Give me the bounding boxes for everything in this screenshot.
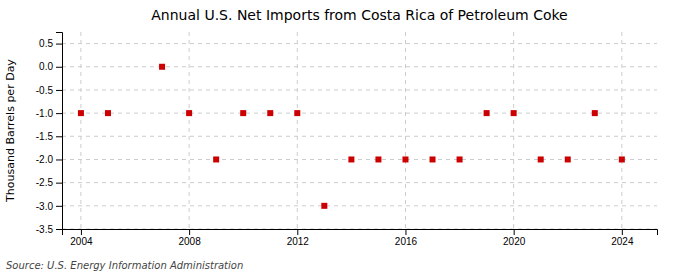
x-tick-mark bbox=[622, 229, 623, 235]
point bbox=[321, 203, 327, 209]
x-axis: 2004 2008 2012 2016 2020 2024 bbox=[63, 229, 658, 247]
point bbox=[565, 156, 571, 162]
y-axis-title: Thousand Barrels per Day bbox=[4, 59, 17, 203]
y-tick-label: 0.5 bbox=[39, 38, 53, 49]
y-tick: 0.0 bbox=[39, 61, 62, 72]
point bbox=[159, 64, 165, 70]
y-tick-label: -0.5 bbox=[36, 85, 54, 96]
y-tick-mark bbox=[56, 67, 62, 68]
grid-line-y bbox=[62, 113, 657, 114]
y-tick: -2.0 bbox=[36, 154, 62, 165]
grid-line-y bbox=[62, 229, 657, 230]
grid-line-y bbox=[62, 89, 657, 90]
grid-line-x bbox=[513, 32, 514, 229]
grid-line-y bbox=[62, 136, 657, 137]
chart-svg: 2004 2008 2012 2016 2020 2024 0.5 0.0 -0.5 -1.0 -1… bbox=[0, 0, 675, 275]
point bbox=[78, 110, 84, 116]
point bbox=[375, 156, 381, 162]
plot-area: 2004 2008 2012 2016 2020 2024 0.5 0.0 -0.5 -1.0 -1… bbox=[36, 32, 658, 247]
x-axis-line bbox=[63, 230, 658, 236]
marks bbox=[78, 64, 625, 209]
y-tick-label: -3.0 bbox=[36, 201, 54, 212]
x-tick-mark bbox=[189, 229, 190, 235]
x-tick: 2016 bbox=[395, 229, 418, 247]
y-tick-label: 0.0 bbox=[39, 61, 53, 72]
y-axis: 0.5 0.0 -0.5 -1.0 -1.5 -2.0 -2.5 -3.0 -3.5 bbox=[36, 33, 63, 235]
x-tick-label: 2004 bbox=[70, 236, 93, 247]
y-tick-label: -1.5 bbox=[36, 131, 54, 142]
grid-line-x bbox=[189, 32, 190, 229]
x-tick-mark bbox=[514, 229, 515, 235]
point bbox=[240, 110, 246, 116]
grid-line-y bbox=[62, 182, 657, 183]
x-tick: 2012 bbox=[287, 229, 310, 247]
grid-line-y bbox=[62, 66, 657, 67]
y-tick-mark bbox=[56, 136, 62, 137]
point bbox=[267, 110, 273, 116]
y-tick-mark bbox=[56, 183, 62, 184]
point bbox=[402, 156, 408, 162]
point bbox=[484, 110, 490, 116]
point bbox=[430, 156, 436, 162]
title: Annual U.S. Net Imports from Costa Rica … bbox=[151, 7, 567, 23]
source: Source: U.S. Energy Information Administ… bbox=[6, 260, 243, 271]
point bbox=[186, 110, 192, 116]
grid-line-x bbox=[405, 32, 406, 229]
x-tick-mark bbox=[405, 229, 406, 235]
point bbox=[348, 156, 354, 162]
y-tick-mark bbox=[56, 159, 62, 160]
point bbox=[457, 156, 463, 162]
y-tick: -3.0 bbox=[36, 201, 62, 212]
x-tick-label: 2024 bbox=[611, 236, 634, 247]
y-tick-mark bbox=[56, 113, 62, 114]
grid-line-x bbox=[80, 32, 81, 229]
x-tick-label: 2012 bbox=[287, 236, 310, 247]
y-tick-label: -2.5 bbox=[36, 177, 54, 188]
y-tick-label: -1.0 bbox=[36, 108, 54, 119]
point bbox=[592, 110, 598, 116]
grid-line-y bbox=[62, 205, 657, 206]
y-tick-mark bbox=[56, 229, 62, 230]
x-tick-mark bbox=[81, 229, 82, 235]
grid-line-x bbox=[297, 32, 298, 229]
y-tick: -3.5 bbox=[36, 224, 62, 235]
y-tick-mark bbox=[56, 90, 62, 91]
y-tick: -0.5 bbox=[36, 85, 62, 96]
x-tick: 2024 bbox=[611, 229, 634, 247]
y-tick-mark bbox=[56, 206, 62, 207]
y-axis-line bbox=[56, 33, 63, 230]
point bbox=[213, 156, 219, 162]
y-tick-label: -2.0 bbox=[36, 154, 54, 165]
x-tick: 2004 bbox=[70, 229, 93, 247]
x-tick-label: 2008 bbox=[178, 236, 201, 247]
grid bbox=[62, 32, 657, 229]
grid-line-x bbox=[621, 32, 622, 229]
y-tick: 0.5 bbox=[39, 38, 62, 49]
point bbox=[511, 110, 517, 116]
grid-line-y bbox=[62, 43, 657, 44]
x-tick-label: 2016 bbox=[395, 236, 418, 247]
point bbox=[105, 110, 111, 116]
x-tick-label: 2020 bbox=[503, 236, 526, 247]
point bbox=[538, 156, 544, 162]
y-tick-mark bbox=[56, 44, 62, 45]
chart-container: 2004 2008 2012 2016 2020 2024 0.5 0.0 -0.5 -1.0 -1… bbox=[0, 0, 675, 275]
x-tick: 2020 bbox=[503, 229, 526, 247]
y-tick: -1.5 bbox=[36, 131, 62, 142]
y-tick: -1.0 bbox=[36, 108, 62, 119]
x-tick-mark bbox=[297, 229, 298, 235]
y-tick-label: -3.5 bbox=[36, 224, 54, 235]
x-tick: 2008 bbox=[178, 229, 201, 247]
point bbox=[619, 156, 625, 162]
point bbox=[294, 110, 300, 116]
y-tick: -2.5 bbox=[36, 177, 62, 188]
